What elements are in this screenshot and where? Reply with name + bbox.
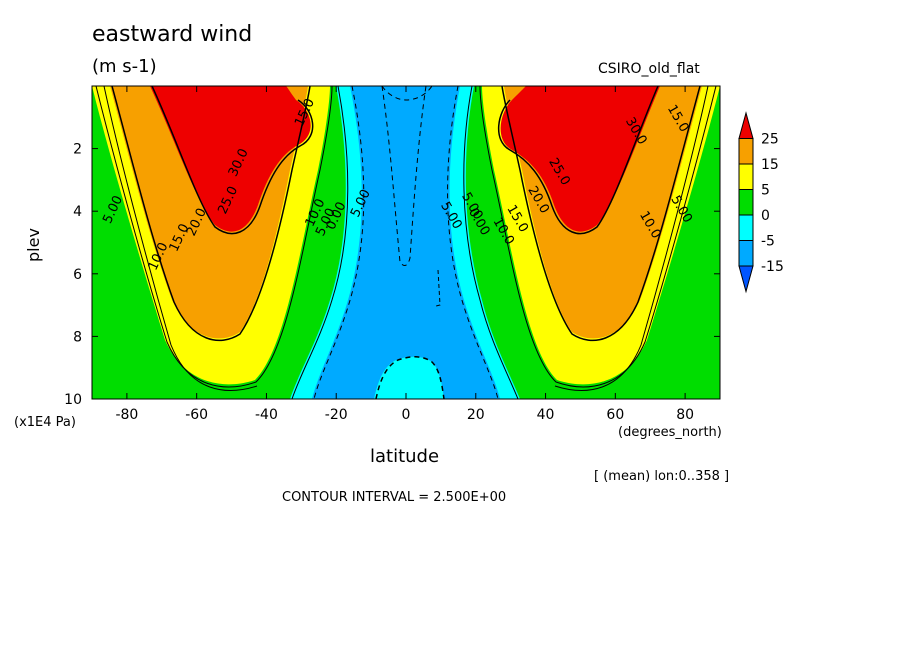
contour-line (501, 86, 701, 342)
colorbar-swatch (738, 214, 754, 241)
contour-line (111, 86, 311, 342)
x-axis-label: latitude (370, 446, 440, 467)
x-axis-unit: (degrees_north) (618, 425, 722, 440)
contour-line-dashed (375, 356, 445, 399)
colorbar: 25 15 5 0 -5 -15 (738, 111, 784, 294)
contour-line (479, 86, 717, 388)
contour-line-dashed (447, 86, 499, 399)
colorbar-label: 15 (761, 157, 779, 173)
y-tick-label: 2 (73, 142, 82, 158)
colorbar-swatch (738, 240, 754, 267)
contour-interval: CONTOUR INTERVAL = 2.500E+00 (282, 490, 507, 505)
x-axis-ticks: -80 -60 -40 -20 0 20 40 60 80 (115, 86, 694, 423)
contour-line (291, 86, 349, 399)
band-above-25-south (150, 86, 311, 232)
band-above-25-north (500, 86, 660, 232)
contour-line (103, 86, 258, 391)
band-minus15-to-minus5 (312, 86, 500, 399)
contour-line (554, 86, 709, 391)
x-tick-label: 60 (606, 407, 624, 423)
chart-units: (m s-1) (92, 56, 157, 77)
filled-contours (92, 86, 720, 399)
surface-easterly-pocket (374, 356, 444, 399)
x-tick-label: -60 (185, 407, 208, 423)
y-tick-label: 6 (73, 267, 82, 283)
colorbar-label: 0 (761, 208, 770, 224)
contour-line (95, 86, 333, 388)
y-tick-label: 4 (73, 204, 82, 220)
contour-line (463, 86, 519, 399)
y-tick-label: 10 (64, 392, 82, 408)
x-tick-label: 20 (467, 407, 485, 423)
colorbar-label: 5 (761, 183, 770, 199)
colorbar-swatch (738, 138, 754, 165)
mean-note: [ (mean) lon:0..358 ] (594, 469, 730, 484)
x-tick-label: -40 (255, 407, 278, 423)
colorbar-label: -15 (761, 259, 784, 275)
dataset-label: CSIRO_old_flat (598, 61, 700, 77)
x-tick-label: -20 (325, 407, 348, 423)
contour-line (497, 86, 659, 235)
x-tick-label: 80 (676, 407, 694, 423)
colorbar-swatch (738, 163, 754, 190)
contour-line-dashed (381, 86, 427, 266)
colorbar-swatch (738, 189, 754, 216)
chart-title: eastward wind (92, 22, 253, 47)
colorbar-label: 25 (761, 132, 779, 148)
x-tick-label: 40 (537, 407, 555, 423)
contour-line-dashed (435, 269, 441, 307)
y-axis-ticks: 2 4 6 8 10 (64, 142, 720, 408)
colorbar-swatch (738, 265, 754, 294)
contour-line-dashed (313, 86, 365, 399)
x-tick-label: -80 (115, 407, 138, 423)
x-tick-label: 0 (402, 407, 411, 423)
y-axis-unit: (x1E4 Pa) (14, 415, 76, 430)
contour-line (151, 86, 314, 235)
contour-line-dashed (381, 86, 433, 101)
colorbar-label: -5 (761, 234, 775, 250)
colorbar-swatch (738, 111, 754, 139)
contour-lines (95, 86, 717, 399)
y-tick-label: 8 (73, 329, 82, 345)
